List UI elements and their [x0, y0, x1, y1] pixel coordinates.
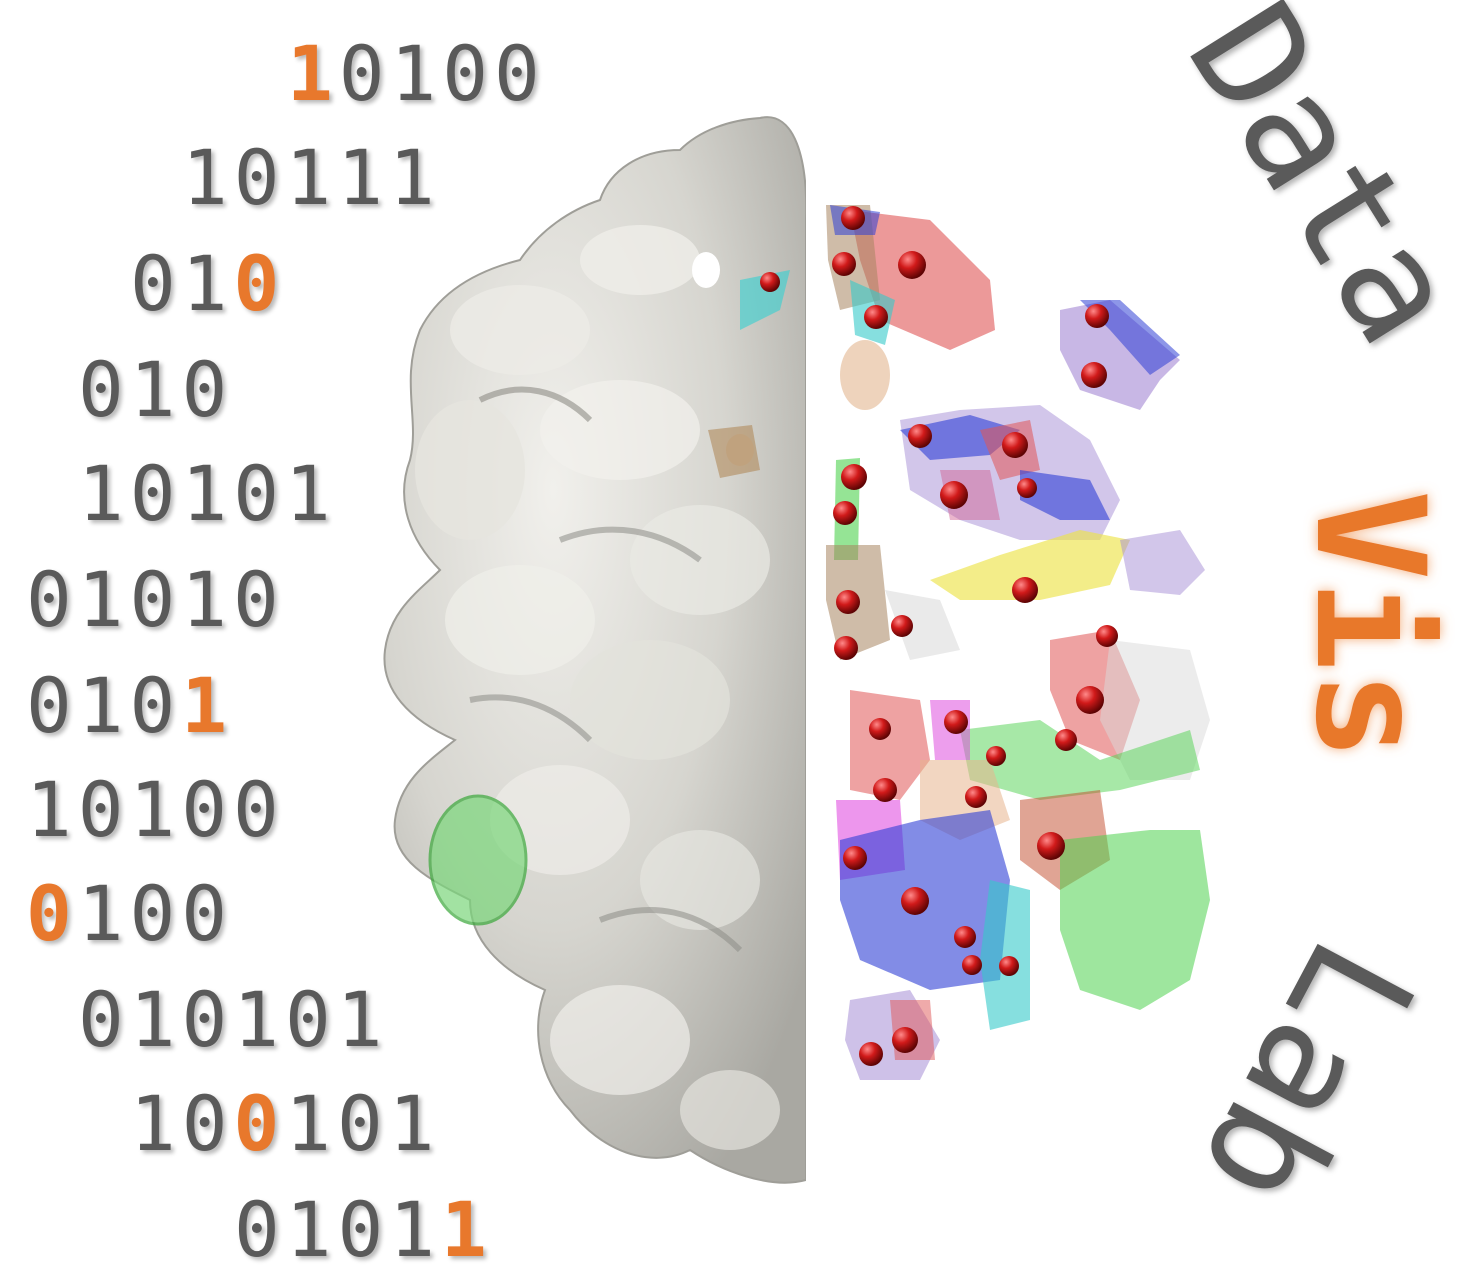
marker-sphere: [986, 746, 1006, 766]
marker-sphere: [1037, 832, 1065, 860]
marker-sphere: [940, 481, 968, 509]
marker-sphere: [999, 956, 1019, 976]
marker-sphere: [892, 1027, 918, 1053]
marker-sphere: [833, 501, 857, 525]
marker-sphere: [1076, 686, 1104, 714]
marker-sphere: [1017, 478, 1037, 498]
binary-line-11: 100101: [130, 1086, 441, 1162]
binary-highlight: 0: [233, 1079, 286, 1168]
binary-text: 0100: [338, 29, 546, 118]
binary-text: 10: [130, 1079, 234, 1168]
brand-word-data: Data: [1154, 0, 1484, 373]
marker-sphere: [1002, 432, 1028, 458]
binary-text: 01: [130, 239, 234, 328]
marker-sphere: [898, 251, 926, 279]
marker-sphere: [908, 424, 932, 448]
binary-text: 01010: [26, 555, 285, 644]
binary-line-5: 10101: [78, 456, 337, 532]
brand-word-data-text: Data: [1154, 0, 1484, 373]
binary-line-10: 010101: [78, 982, 389, 1058]
marker-sphere: [965, 786, 987, 808]
binary-line-2: 10111: [182, 140, 441, 216]
marker-sphere: [869, 718, 891, 740]
marker-sphere: [901, 887, 929, 915]
marker-sphere: [891, 615, 913, 637]
binary-line-3: 010: [130, 246, 285, 322]
binary-highlight: 1: [441, 1185, 493, 1274]
binary-highlight: 0: [233, 239, 286, 328]
marker-sphere: [843, 846, 867, 870]
binary-text: 010: [26, 661, 182, 750]
marker-sphere: [836, 590, 860, 614]
binary-line-8: 10100: [26, 772, 285, 848]
marker-sphere: [1012, 577, 1038, 603]
marker-sphere: [832, 252, 856, 276]
marker-sphere: [1055, 729, 1077, 751]
marker-sphere: [859, 1042, 883, 1066]
molecular-surface: [383, 116, 806, 1184]
binary-text: 10100: [26, 765, 285, 854]
binary-line-1: 10100: [287, 36, 546, 112]
brand-word-vis-text: Vis: [1282, 490, 1456, 761]
marker-sphere: [962, 955, 982, 975]
binary-line-4: 010: [78, 352, 233, 428]
binary-highlight: 1: [181, 661, 234, 750]
brand-word-lab-text: Lab: [1166, 913, 1447, 1234]
binary-text: 010101: [78, 975, 389, 1064]
binary-line-6: 01010: [26, 562, 285, 638]
binary-text: 0101: [234, 1185, 442, 1274]
binary-text: 10111: [182, 133, 441, 222]
binary-line-7: 0101: [26, 668, 233, 744]
binary-highlight: 0: [26, 869, 78, 958]
marker-sphere: [1096, 625, 1118, 647]
binary-highlight: 1: [287, 29, 339, 118]
marker-sphere: [944, 710, 968, 734]
marker-sphere: [1085, 304, 1109, 328]
binary-text: 100: [77, 869, 234, 958]
marker-sphere: [954, 926, 976, 948]
marker-sphere: [1081, 362, 1107, 388]
binary-line-12: 01011: [234, 1192, 493, 1268]
brand-word-lab: Lab: [1166, 913, 1447, 1234]
marker-spheres: [832, 206, 1118, 1066]
binary-text: 010: [78, 345, 234, 434]
marker-sphere: [864, 305, 888, 329]
marker-sphere: [834, 636, 858, 660]
marker-sphere: [841, 206, 865, 230]
binary-text: 10101: [78, 449, 337, 538]
brand-word-vis: Vis: [1282, 490, 1456, 761]
marker-sphere: [841, 464, 867, 490]
binary-text: 101: [285, 1079, 441, 1168]
binary-line-9: 0100: [26, 876, 233, 952]
marker-sphere: [873, 778, 897, 802]
